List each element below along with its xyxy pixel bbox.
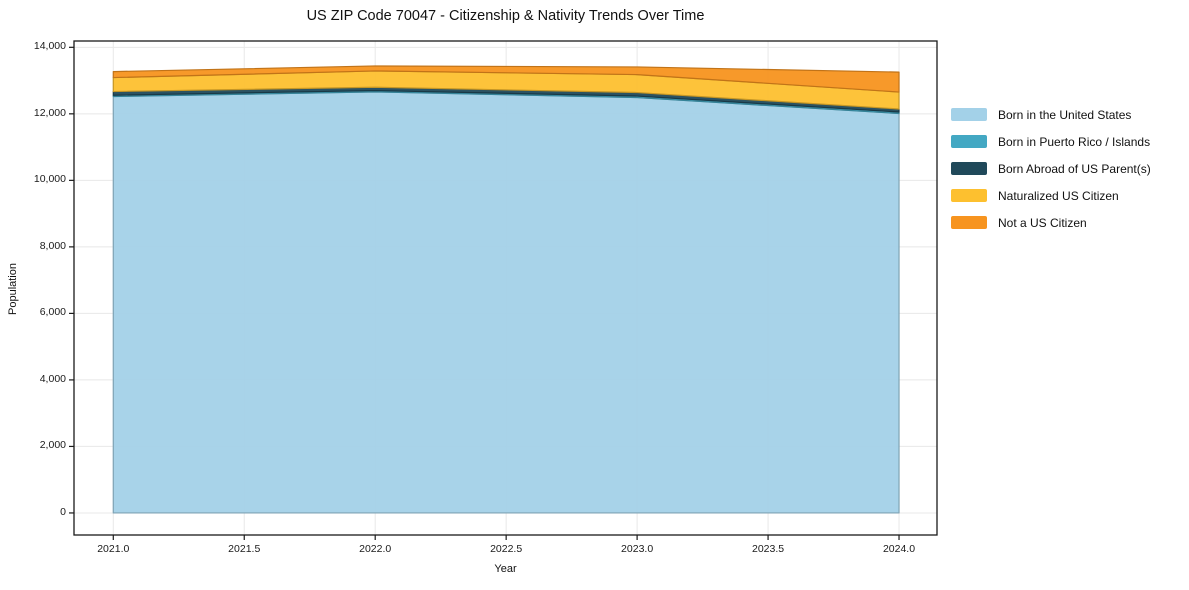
x-tick-label: 2022.0 xyxy=(359,543,392,555)
x-tick-label: 2021.0 xyxy=(97,543,130,555)
legend-entry-born-in-the-united-states: Born in the United States xyxy=(951,101,1151,128)
legend-swatch-icon xyxy=(951,162,987,175)
legend-entry-not-a-us-citizen: Not a US Citizen xyxy=(951,209,1151,236)
y-tick-label: 10,000 xyxy=(33,173,66,186)
y-tick-label: 0 xyxy=(60,505,66,518)
y-tick-label: 6,000 xyxy=(39,306,66,319)
x-tick-label: 2023.0 xyxy=(621,543,654,555)
area-born-in-the-united-states xyxy=(112,91,900,514)
x-tick-label: 2023.5 xyxy=(752,543,785,555)
legend-entry-naturalized-us-citizen: Naturalized US Citizen xyxy=(951,182,1151,209)
legend-label: Not a US Citizen xyxy=(998,215,1087,230)
legend-label: Born in Puerto Rico / Islands xyxy=(998,134,1151,149)
x-tick-label: 2024.0 xyxy=(882,543,916,555)
y-tick-label: 8,000 xyxy=(39,239,66,252)
y-tick-label: 2,000 xyxy=(39,439,66,452)
y-tick-label: 4,000 xyxy=(39,372,66,385)
legend: Born in the United States Born in Puerto … xyxy=(951,101,1151,236)
area-not-a-us-citizen xyxy=(112,65,900,93)
y-tick-label: 14,000 xyxy=(33,40,66,53)
x-tick-label: 2021.5 xyxy=(228,543,261,555)
legend-entry-born-in-puerto-rico-islands: Born in Puerto Rico / Islands xyxy=(951,128,1151,155)
legend-swatch-icon xyxy=(951,135,987,148)
x-axis-label: Year xyxy=(494,563,517,575)
legend-label: Naturalized US Citizen xyxy=(998,188,1119,203)
y-tick-label: 12,000 xyxy=(33,106,66,119)
legend-entry-born-abroad-of-us-parent-s: Born Abroad of US Parent(s) xyxy=(951,155,1151,182)
chart-title: US ZIP Code 70047 - Citizenship & Nativi… xyxy=(306,8,705,24)
legend-label: Born Abroad of US Parent(s) xyxy=(998,161,1151,176)
legend-swatch-icon xyxy=(951,108,987,121)
legend-swatch-icon xyxy=(951,189,987,202)
x-tick-label: 2022.5 xyxy=(490,543,523,555)
legend-label: Born in the United States xyxy=(998,107,1132,122)
legend-swatch-icon xyxy=(951,216,987,229)
plot-frame xyxy=(73,40,938,536)
